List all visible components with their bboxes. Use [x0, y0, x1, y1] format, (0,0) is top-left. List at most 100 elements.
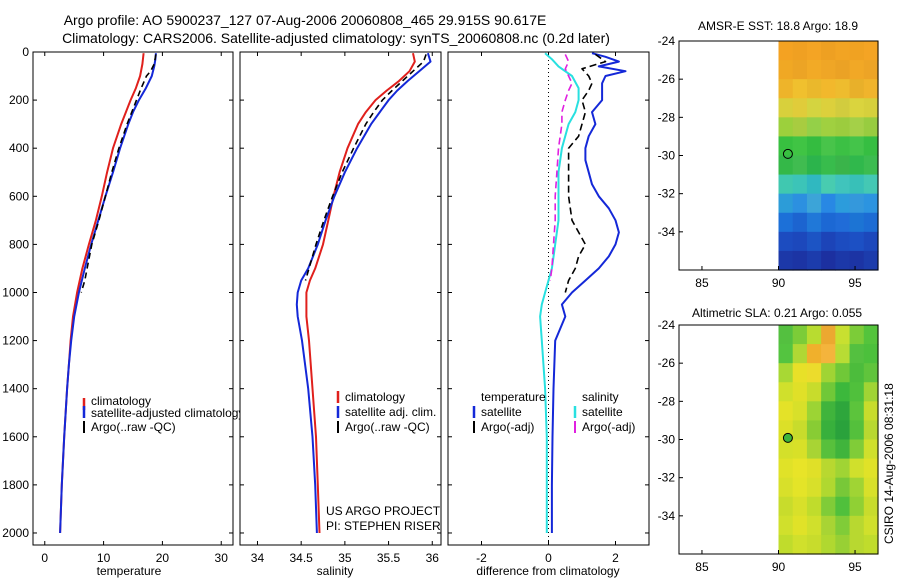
map-ytick-label: -34 [658, 509, 676, 523]
map-cell [806, 382, 822, 402]
map-cell [835, 344, 851, 364]
map-cell [863, 231, 879, 252]
map-cell [806, 117, 822, 138]
map-cell [792, 515, 808, 536]
map-cell [821, 117, 836, 138]
temperature-xlabel: temperature [97, 564, 162, 578]
map-cell [821, 250, 836, 271]
map-cell [863, 439, 879, 460]
map-cell [849, 401, 865, 422]
difference-plot-frame [447, 51, 650, 546]
csiro-timestamp-label: CSIRO 14-Aug-2006 08:31:18 [882, 383, 896, 544]
map-cell [821, 439, 836, 460]
difference-panel: -2 0 2 difference from climatology tempera… [447, 51, 650, 578]
map-cell [778, 136, 794, 157]
figure-title-line1: Argo profile: AO 5900237_127 07-Aug-2006… [64, 12, 547, 28]
ytick-label: 1600 [2, 430, 29, 444]
map-cell [835, 174, 851, 195]
map-cell [849, 515, 865, 536]
map-cell [863, 325, 879, 345]
map-cell [835, 231, 851, 252]
map-cell [849, 79, 865, 99]
map-cell [806, 174, 822, 195]
map-cell [863, 79, 879, 99]
map-cell [821, 344, 836, 364]
map-ytick-label: -24 [658, 318, 676, 332]
ytick-label: 800 [9, 237, 29, 251]
map-cell [821, 174, 836, 195]
map-cell [835, 496, 851, 517]
map-cell [792, 344, 808, 364]
map-xtick-label: 90 [772, 276, 786, 290]
map-cell [778, 98, 794, 118]
map-cell [792, 420, 808, 441]
map-ytick-label: -24 [658, 34, 676, 48]
map-ytick-label: -26 [658, 356, 676, 370]
map-cell [792, 458, 808, 479]
map-cell [863, 212, 879, 233]
map-cell [806, 60, 822, 80]
map-cell [792, 79, 808, 99]
map-cell [792, 231, 808, 252]
map-cell [792, 117, 808, 138]
map-cell [863, 401, 879, 422]
map-cell [863, 250, 879, 271]
map-cell [792, 98, 808, 118]
map-cell [835, 117, 851, 138]
map-cell [863, 344, 879, 364]
map-cell [849, 136, 865, 157]
sla-map-cells [778, 325, 879, 555]
salinity-legend: climatology satellite adj. clim. Argo(..… [336, 390, 436, 434]
xtick-label: 34 [251, 551, 265, 565]
map-cell [849, 231, 865, 252]
map-cell [821, 325, 836, 345]
map-cell [835, 477, 851, 498]
map-cell [778, 60, 794, 80]
map-cell [821, 155, 836, 176]
map-cell [849, 193, 865, 214]
map-cell [778, 439, 794, 460]
ytick-label: 400 [9, 141, 29, 155]
map-cell [821, 136, 836, 157]
map-cell [863, 155, 879, 176]
map-cell [835, 534, 851, 555]
map-cell [821, 231, 836, 252]
map-cell [792, 325, 808, 345]
map-cell [806, 136, 822, 157]
map-cell [821, 458, 836, 479]
difference-lines [539, 52, 627, 545]
sla-map-ticks: 85 90 95 -24 -26 -28 -30 -32 -34 [658, 318, 862, 574]
map-cell [806, 401, 822, 422]
map-cell [821, 477, 836, 498]
map-cell [778, 344, 794, 364]
map-cell [863, 117, 879, 138]
map-xtick-label: 95 [848, 560, 862, 574]
map-cell [849, 117, 865, 138]
map-cell [863, 477, 879, 498]
map-cell [849, 325, 865, 345]
map-cell [849, 344, 865, 364]
map-ytick-label: -26 [658, 72, 676, 86]
difference-legend: temperature salinity satellite Argo(-adj… [472, 390, 635, 434]
map-cell [821, 401, 836, 422]
map-ytick-label: -30 [658, 433, 676, 447]
map-cell [835, 325, 851, 345]
map-cell [835, 60, 851, 80]
figure-title-line2: Climatology: CARS2006. Satellite-adjuste… [62, 30, 610, 46]
difference-xlabel: difference from climatology [476, 564, 619, 578]
temperature-lines [59, 53, 157, 534]
legend-argo-label: Argo(..raw -QC) [345, 420, 430, 434]
sst-map-cells [778, 41, 879, 271]
map-cell [835, 382, 851, 402]
map-cell [835, 458, 851, 479]
sst-map-panel: AMSR-E SST: 18.8 Argo: 18.9 85 90 95 -24 -26… [658, 19, 879, 290]
legend-temp-satellite-label: satellite [481, 405, 522, 419]
map-cell [835, 439, 851, 460]
map-cell [806, 439, 822, 460]
temperature-panel: 0 10 20 30 0 200 400 600 800 1000 1200 1400 1600 1800… [2, 45, 244, 578]
map-cell [821, 382, 836, 402]
map-cell [778, 79, 794, 99]
map-cell [778, 174, 794, 195]
sst-argo-location-marker [782, 148, 793, 159]
